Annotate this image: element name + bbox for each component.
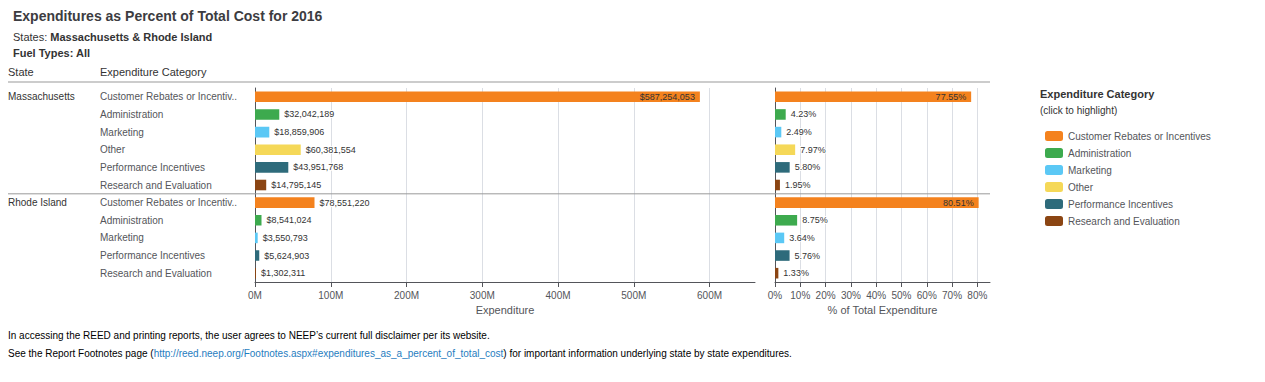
svg-text:See the Report Footnotes page: See the Report Footnotes page ( <box>8 348 154 359</box>
svg-text:$78,551,220: $78,551,220 <box>320 198 370 208</box>
svg-text:0%: 0% <box>768 290 783 301</box>
svg-text:Administration: Administration <box>100 215 163 226</box>
svg-text:Administration: Administration <box>1068 148 1131 159</box>
svg-text:500M: 500M <box>621 290 646 301</box>
svg-text:8.75%: 8.75% <box>802 215 828 225</box>
svg-text:Fuel Types: All: Fuel Types: All <box>13 47 90 59</box>
svg-text:300M: 300M <box>470 290 495 301</box>
svg-text:Expenditure: Expenditure <box>476 304 535 316</box>
svg-text:5.76%: 5.76% <box>795 251 821 261</box>
svg-text:) for important information un: ) for important information underlying s… <box>503 348 791 359</box>
svg-text:$5,624,903: $5,624,903 <box>264 251 309 261</box>
svg-text:77.55%: 77.55% <box>936 92 967 102</box>
svg-text:Expenditure Category: Expenditure Category <box>1040 88 1155 100</box>
svg-text:20%: 20% <box>816 290 836 301</box>
svg-text:50%: 50% <box>891 290 911 301</box>
svg-text:70%: 70% <box>942 290 962 301</box>
svg-text:Performance Incentives: Performance Incentives <box>100 162 205 173</box>
svg-text:$14,795,145: $14,795,145 <box>271 180 321 190</box>
svg-text:5.80%: 5.80% <box>795 162 821 172</box>
svg-text:(click to highlight): (click to highlight) <box>1040 105 1117 116</box>
svg-text:Marketing: Marketing <box>100 127 144 138</box>
svg-text:30%: 30% <box>841 290 861 301</box>
svg-text:3.64%: 3.64% <box>789 233 815 243</box>
svg-text:1.95%: 1.95% <box>785 180 811 190</box>
svg-text:$1,302,311: $1,302,311 <box>261 268 305 278</box>
svg-text:100M: 100M <box>318 290 343 301</box>
svg-text:400M: 400M <box>546 290 571 301</box>
svg-text:Massachusetts & Rhode Island: Massachusetts & Rhode Island <box>50 31 212 43</box>
svg-text:Research and Evaluation: Research and Evaluation <box>1068 216 1180 227</box>
svg-text:States:: States: <box>13 31 47 43</box>
svg-text:Other: Other <box>1068 182 1094 193</box>
svg-text:In accessing the REED and prin: In accessing the REED and printing repor… <box>8 330 490 341</box>
svg-text:Customer Rebates or Incentiv..: Customer Rebates or Incentiv.. <box>100 91 237 102</box>
svg-text:$43,951,768: $43,951,768 <box>293 162 343 172</box>
svg-text:$587,254,053: $587,254,053 <box>640 92 695 102</box>
svg-text:Customer Rebates or Incentives: Customer Rebates or Incentives <box>1068 131 1211 142</box>
svg-text:$3,550,793: $3,550,793 <box>263 233 308 243</box>
svg-text:40%: 40% <box>866 290 886 301</box>
svg-text:4.23%: 4.23% <box>791 109 817 119</box>
svg-text:60%: 60% <box>917 290 937 301</box>
svg-text:Performance Incentives: Performance Incentives <box>1068 199 1173 210</box>
svg-text:http://reed.neep.org/Footnotes: http://reed.neep.org/Footnotes.aspx#expe… <box>154 348 504 359</box>
svg-text:Customer Rebates or Incentiv..: Customer Rebates or Incentiv.. <box>100 197 237 208</box>
svg-text:$18,859,906: $18,859,906 <box>274 127 324 137</box>
svg-text:Rhode Island: Rhode Island <box>8 197 67 208</box>
svg-text:$32,042,189: $32,042,189 <box>284 109 334 119</box>
svg-text:80.51%: 80.51% <box>943 198 974 208</box>
svg-text:$8,541,024: $8,541,024 <box>266 215 311 225</box>
svg-text:Research and Evaluation: Research and Evaluation <box>100 268 212 279</box>
svg-text:600M: 600M <box>697 290 722 301</box>
svg-text:7.97%: 7.97% <box>800 145 826 155</box>
svg-text:Administration: Administration <box>100 109 163 120</box>
svg-text:Expenditure Category: Expenditure Category <box>100 66 207 78</box>
svg-text:1.33%: 1.33% <box>783 268 809 278</box>
svg-text:Massachusetts: Massachusetts <box>8 91 75 102</box>
svg-text:Marketing: Marketing <box>100 232 144 243</box>
svg-text:2.49%: 2.49% <box>786 127 812 137</box>
svg-text:10%: 10% <box>790 290 810 301</box>
svg-text:200M: 200M <box>394 290 419 301</box>
svg-text:State: State <box>8 66 34 78</box>
svg-text:Performance Incentives: Performance Incentives <box>100 250 205 261</box>
svg-text:Research and Evaluation: Research and Evaluation <box>100 180 212 191</box>
svg-text:Marketing: Marketing <box>1068 165 1112 176</box>
svg-text:$60,381,554: $60,381,554 <box>306 145 356 155</box>
svg-text:% of Total Expenditure: % of Total Expenditure <box>828 304 938 316</box>
svg-text:Expenditures as Percent of Tot: Expenditures as Percent of Total Cost fo… <box>13 8 323 24</box>
svg-text:Other: Other <box>100 144 126 155</box>
svg-text:0M: 0M <box>248 290 262 301</box>
svg-text:80%: 80% <box>967 290 987 301</box>
